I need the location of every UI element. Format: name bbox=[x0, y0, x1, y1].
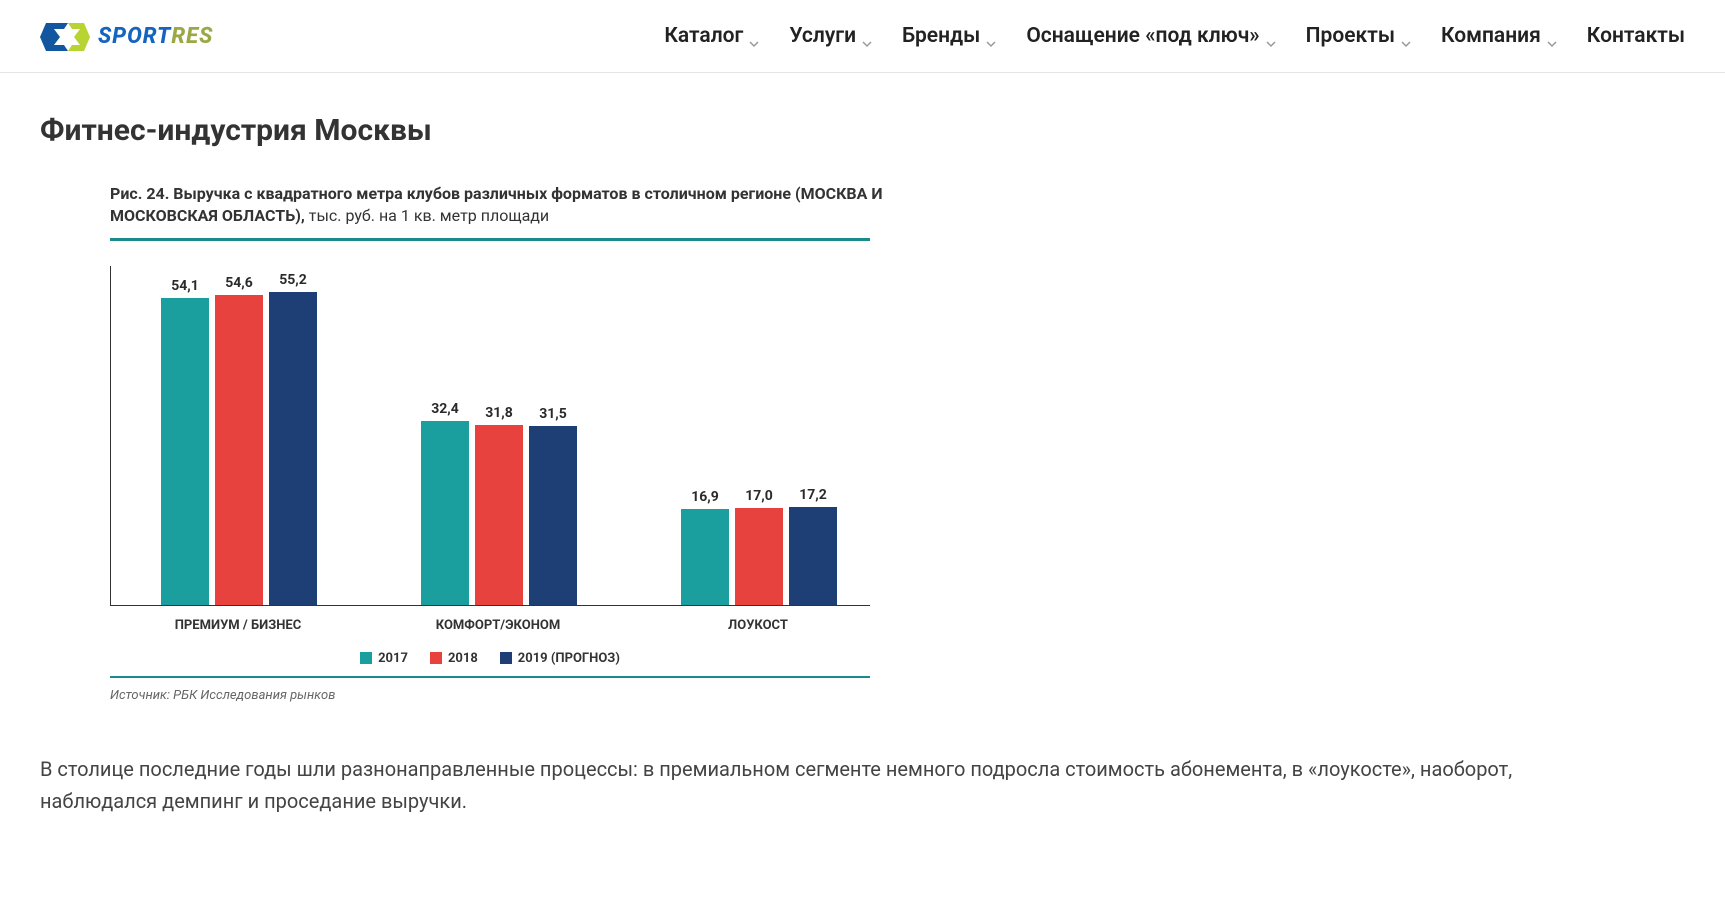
bar-wrap: 17,0 bbox=[735, 488, 783, 604]
bar-wrap: 17,2 bbox=[789, 487, 837, 604]
nav-item-3[interactable]: Оснащение «под ключ» bbox=[1026, 24, 1275, 48]
chevron-down-icon bbox=[749, 31, 759, 41]
bar-value-label: 54,6 bbox=[225, 275, 253, 291]
bar-wrap: 16,9 bbox=[681, 489, 729, 605]
legend-label: 2017 bbox=[378, 651, 408, 666]
chevron-down-icon bbox=[1266, 31, 1276, 41]
nav-item-4[interactable]: Проекты bbox=[1306, 24, 1411, 48]
content: Фитнес-индустрия Москвы Рис. 24. Выручка… bbox=[0, 73, 1725, 857]
legend-item-1: 2018 bbox=[430, 651, 478, 666]
nav-item-label: Проекты bbox=[1306, 24, 1395, 48]
bar bbox=[161, 298, 209, 605]
chevron-down-icon bbox=[1547, 31, 1557, 41]
chevron-down-icon bbox=[1401, 31, 1411, 41]
bar-wrap: 54,6 bbox=[215, 275, 263, 604]
main-nav: Каталог Услуги Бренды Оснащение «под ключ» П… bbox=[664, 24, 1685, 48]
legend-label: 2018 bbox=[448, 651, 478, 666]
bar-value-label: 31,5 bbox=[539, 406, 567, 422]
nav-item-label: Каталог bbox=[664, 24, 743, 48]
logo-text-res: RES bbox=[171, 24, 213, 49]
bar-wrap: 31,5 bbox=[529, 406, 577, 605]
category-label: КОМФОРТ/ЭКОНОМ bbox=[420, 618, 576, 633]
page-title: Фитнес-индустрия Москвы bbox=[40, 113, 1685, 148]
bar bbox=[215, 295, 263, 604]
category-labels: ПРЕМИУМ / БИЗНЕС КОМФОРТ/ЭКОНОМ ЛОУКОСТ bbox=[110, 618, 870, 633]
bar-group-0: 54,1 54,6 55,2 bbox=[161, 272, 317, 605]
chevron-down-icon bbox=[986, 31, 996, 41]
bar-wrap: 54,1 bbox=[161, 278, 209, 605]
bar bbox=[529, 426, 577, 605]
bar-value-label: 17,0 bbox=[745, 488, 773, 504]
legend-item-2: 2019 (ПРОГНОЗ) bbox=[500, 651, 620, 666]
bar-value-label: 31,8 bbox=[485, 405, 513, 421]
legend-label: 2019 (ПРОГНОЗ) bbox=[518, 651, 620, 666]
bar bbox=[475, 425, 523, 605]
nav-item-0[interactable]: Каталог bbox=[664, 24, 759, 48]
bar-wrap: 32,4 bbox=[421, 401, 469, 605]
bar-value-label: 54,1 bbox=[171, 278, 199, 294]
category-label: ПРЕМИУМ / БИЗНЕС bbox=[160, 618, 316, 633]
nav-item-label: Контакты bbox=[1587, 24, 1685, 48]
bar bbox=[735, 508, 783, 604]
nav-item-label: Услуги bbox=[789, 24, 856, 48]
bar-value-label: 16,9 bbox=[691, 489, 719, 505]
logo-icon bbox=[40, 15, 90, 57]
logo[interactable]: SPORTRES bbox=[40, 15, 213, 57]
category-label: ЛОУКОСТ bbox=[680, 618, 836, 633]
nav-item-6[interactable]: Контакты bbox=[1587, 24, 1685, 48]
nav-item-label: Бренды bbox=[902, 24, 980, 48]
bar-value-label: 32,4 bbox=[431, 401, 459, 417]
nav-item-label: Оснащение «под ключ» bbox=[1026, 24, 1259, 48]
legend-swatch bbox=[500, 652, 512, 664]
nav-item-label: Компания bbox=[1441, 24, 1541, 48]
chart-title: Рис. 24. Выручка с квадратного метра клу… bbox=[110, 183, 900, 228]
bar bbox=[681, 509, 729, 605]
bar-value-label: 17,2 bbox=[799, 487, 827, 503]
body-paragraph: В столице последние годы шли разнонаправ… bbox=[40, 753, 1540, 817]
legend-item-0: 2017 bbox=[360, 651, 408, 666]
bar-wrap: 55,2 bbox=[269, 272, 317, 605]
nav-item-1[interactable]: Услуги bbox=[789, 24, 872, 48]
header: SPORTRES Каталог Услуги Бренды Оснащение «п… bbox=[0, 0, 1725, 73]
legend-swatch bbox=[430, 652, 442, 664]
bar-value-label: 55,2 bbox=[279, 272, 307, 288]
logo-text-sport: SPORT bbox=[98, 24, 171, 49]
bar bbox=[789, 507, 837, 604]
chart-area: 54,1 54,6 55,2 32,4 31,8 31,5 16,9 17,0 17,2 bbox=[110, 266, 870, 606]
bar-group-1: 32,4 31,8 31,5 bbox=[421, 401, 577, 605]
bar bbox=[269, 292, 317, 605]
chevron-down-icon bbox=[862, 31, 872, 41]
nav-item-2[interactable]: Бренды bbox=[902, 24, 996, 48]
chart-top-rule bbox=[110, 238, 870, 241]
chart-legend: 2017 2018 2019 (ПРОГНОЗ) bbox=[110, 651, 870, 666]
bar bbox=[421, 421, 469, 605]
bar-group-2: 16,9 17,0 17,2 bbox=[681, 487, 837, 604]
legend-swatch bbox=[360, 652, 372, 664]
chart-source: Источник: РБК Исследования рынков bbox=[110, 688, 900, 703]
chart-container: Рис. 24. Выручка с квадратного метра клу… bbox=[110, 183, 900, 703]
nav-item-5[interactable]: Компания bbox=[1441, 24, 1557, 48]
chart-bottom-rule bbox=[110, 676, 870, 678]
chart-title-rest: тыс. руб. на 1 кв. метр площади bbox=[305, 206, 549, 225]
bar-wrap: 31,8 bbox=[475, 405, 523, 605]
